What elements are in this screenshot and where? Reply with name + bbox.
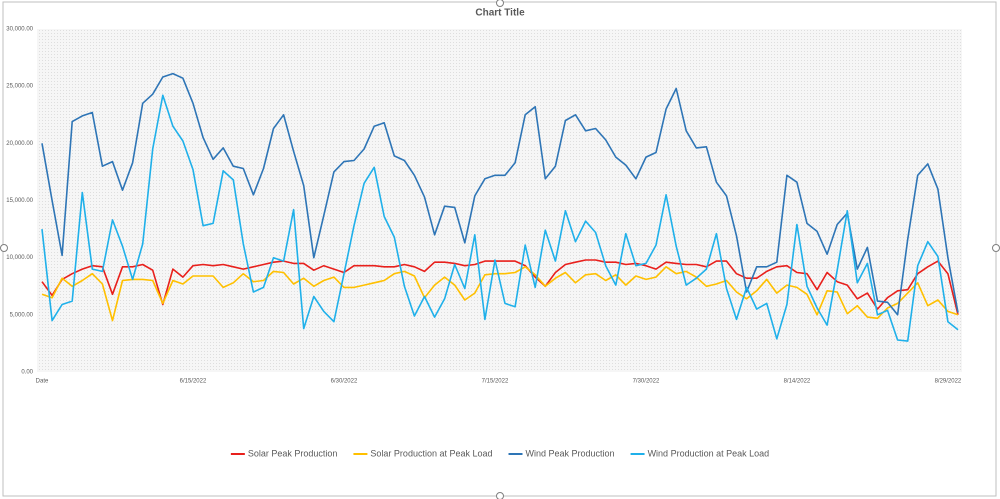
y-tick-label: 20,000.00 bbox=[6, 141, 33, 147]
x-tick-label: 6/15/2022 bbox=[180, 379, 207, 385]
chart-title: Chart Title bbox=[475, 8, 525, 19]
legend-label: Wind Peak Production bbox=[526, 448, 615, 458]
y-tick-label: 10,000.00 bbox=[6, 255, 33, 261]
y-tick-label: 30,000.00 bbox=[6, 27, 33, 33]
legend-label: Solar Peak Production bbox=[248, 448, 338, 458]
y-tick-label: 0.00 bbox=[21, 370, 33, 376]
series-line bbox=[41, 72, 959, 316]
y-tick-label: 5,000.00 bbox=[10, 312, 34, 318]
x-tick-label: Date bbox=[36, 379, 49, 385]
legend-label: Solar Production at Peak Load bbox=[370, 448, 492, 458]
x-tick-label: 7/15/2022 bbox=[482, 379, 509, 385]
legend-label: Wind Production at Peak Load bbox=[648, 448, 770, 458]
series-line bbox=[41, 94, 959, 342]
y-tick-label: 25,000.00 bbox=[6, 84, 33, 90]
legend: Solar Peak Production Solar Production at… bbox=[230, 448, 770, 458]
plot-area bbox=[37, 29, 962, 372]
x-tick-label: 6/30/2022 bbox=[331, 379, 358, 385]
x-tick-label: 8/29/2022 bbox=[935, 379, 962, 385]
x-tick-label: 7/30/2022 bbox=[633, 379, 660, 385]
x-tick-label: 8/14/2022 bbox=[784, 379, 811, 385]
series-line bbox=[41, 266, 959, 322]
y-tick-label: 15,000.00 bbox=[6, 198, 33, 204]
